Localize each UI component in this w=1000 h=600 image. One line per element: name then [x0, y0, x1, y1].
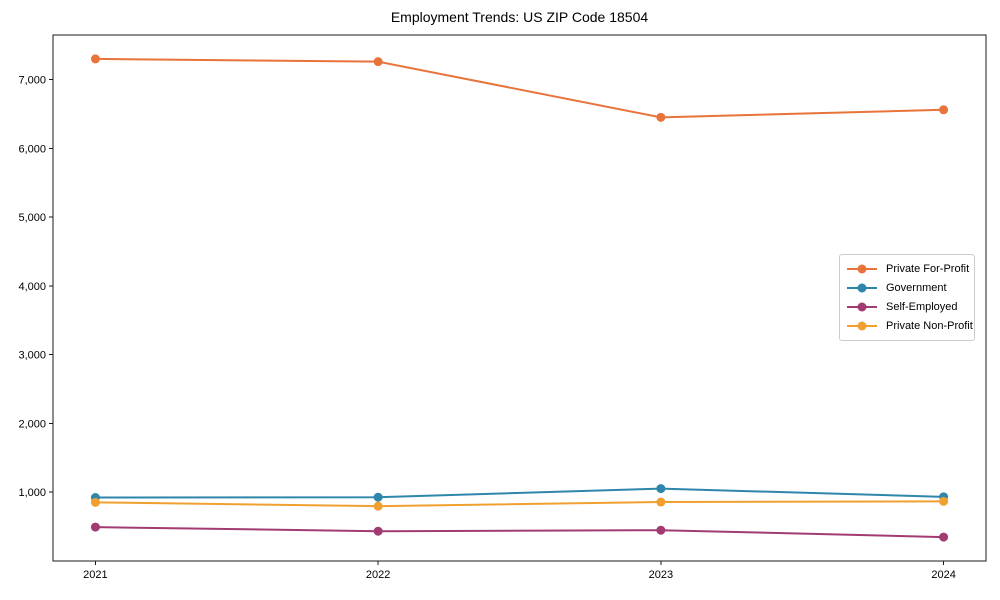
data-point — [939, 496, 949, 506]
data-point — [90, 522, 100, 532]
x-tick-label: 2022 — [366, 569, 390, 581]
data-point — [373, 501, 383, 511]
y-tick-label: 7,000 — [18, 75, 46, 87]
legend-label: Self-Employed — [886, 301, 958, 314]
legend-label: Government — [886, 281, 947, 294]
y-tick-label: 3,000 — [18, 350, 46, 362]
legend-marker-icon — [847, 302, 877, 312]
series-line-self-employed — [94, 526, 945, 539]
legend-marker-icon — [847, 283, 877, 293]
legend-label: Private For-Profit — [886, 262, 970, 275]
series-line-private-for-profit — [94, 57, 945, 119]
legend-item-private-non-profit: Private Non-Profit — [846, 317, 973, 336]
data-point — [373, 492, 383, 502]
data-point — [90, 54, 100, 64]
legend-label: Private Non-Profit — [886, 320, 973, 333]
x-tick-label: 2024 — [931, 569, 955, 581]
y-tick-label: 5,000 — [18, 212, 46, 224]
legend-item-self-employed: Self-Employed — [846, 298, 968, 317]
axes-spines — [52, 34, 987, 562]
data-point — [656, 497, 666, 507]
data-point — [373, 526, 383, 536]
data-point — [656, 525, 666, 535]
legend-marker-icon — [847, 321, 877, 331]
legend-marker-icon — [847, 264, 877, 274]
legend-item-government: Government — [846, 278, 968, 297]
data-point — [656, 484, 666, 494]
x-tick-label: 2023 — [649, 569, 673, 581]
chart-title: Employment Trends: US ZIP Code 18504 — [390, 9, 649, 25]
data-point — [656, 112, 666, 122]
series-line-government — [94, 487, 945, 499]
legend-item-private-for-profit: Private For-Profit — [846, 259, 970, 278]
y-tick-label: 4,000 — [18, 281, 46, 293]
y-tick-label: 2,000 — [18, 418, 46, 430]
series-line-private-non-profit — [94, 500, 945, 508]
data-point — [373, 57, 383, 67]
y-tick-label: 1,000 — [18, 487, 46, 499]
data-point — [939, 105, 949, 115]
x-tick-label: 2021 — [83, 569, 107, 581]
legend: Private For-Profit Government Self-Employe… — [839, 254, 975, 341]
data-point — [90, 497, 100, 507]
data-point — [939, 532, 949, 542]
y-tick-label: 6,000 — [18, 143, 46, 155]
